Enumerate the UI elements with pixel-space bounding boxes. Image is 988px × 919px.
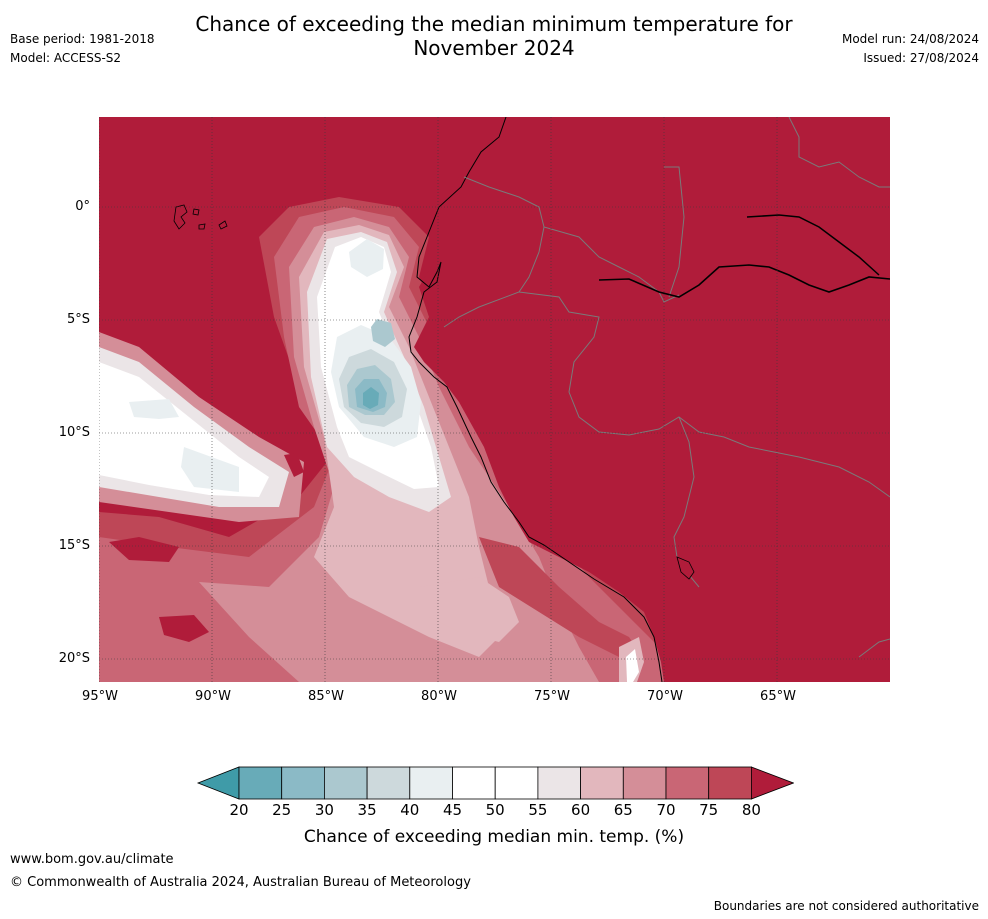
south-america-land bbox=[414, 117, 890, 682]
colour-bar-tick-label: 75 bbox=[699, 801, 719, 819]
model-name: Model: ACCESS-S2 bbox=[10, 51, 122, 65]
chile-coast-white bbox=[626, 649, 639, 682]
colour-bar-cell bbox=[452, 766, 496, 800]
colour-bar-tick-label: 25 bbox=[272, 801, 292, 819]
ocean-band-45-north bbox=[349, 239, 384, 277]
colour-bar-tick-label: 70 bbox=[656, 801, 676, 819]
lat-label-15s: 15°S bbox=[58, 538, 90, 553]
colour-bar-tick-label: 55 bbox=[528, 801, 548, 819]
colour-bar-cell bbox=[537, 766, 581, 800]
footer-note: Boundaries are not considered authoritat… bbox=[713, 899, 979, 913]
model-run: Model run: 24/08/2024 bbox=[841, 32, 979, 46]
colour-bar-arrow-low bbox=[196, 766, 240, 800]
lon-label-90w: 90°W bbox=[195, 689, 231, 704]
country-borders bbox=[443, 117, 890, 658]
colour-bar-tick-label: 35 bbox=[357, 801, 377, 819]
colour-bar bbox=[196, 766, 794, 800]
south-high-blob1 bbox=[159, 615, 209, 642]
lat-label-5s: 5°S bbox=[66, 312, 90, 327]
base-period: Base period: 1981-2018 bbox=[10, 32, 155, 46]
amazon-river bbox=[598, 264, 890, 298]
lat-label-20s: 20°S bbox=[58, 651, 90, 666]
lon-label-80w: 80°W bbox=[421, 689, 457, 704]
colour-bar-cell bbox=[281, 766, 325, 800]
colour-bar-cells bbox=[196, 766, 794, 800]
graticule bbox=[99, 117, 890, 682]
colour-bar-title: Chance of exceeding median min. temp. (%… bbox=[303, 827, 685, 847]
title-line-1: Chance of exceeding the median minimum t… bbox=[195, 12, 793, 36]
colour-bar-tick-label: 65 bbox=[613, 801, 633, 819]
meta-right: Model run: 24/08/2024 Issued: 27/08/2024 bbox=[842, 30, 979, 68]
colour-bar-tick-label: 60 bbox=[571, 801, 591, 819]
colour-bar-cell bbox=[708, 766, 752, 800]
meta-left: Base period: 1981-2018 Model: ACCESS-S2 bbox=[10, 30, 155, 68]
colour-bar-cell bbox=[409, 766, 453, 800]
issued-date: Issued: 27/08/2024 bbox=[863, 51, 979, 65]
south-60-patch bbox=[419, 577, 519, 642]
colour-bar-cell bbox=[580, 766, 624, 800]
footer-copyright: © Commonwealth of Australia 2024, Austra… bbox=[10, 875, 471, 890]
lat-label-0: 0° bbox=[75, 199, 90, 214]
title-line-2: November 2024 bbox=[413, 36, 575, 60]
lon-label-65w: 65°W bbox=[760, 689, 796, 704]
colour-bar-tick-label: 40 bbox=[400, 801, 420, 819]
south-75-patch bbox=[479, 537, 639, 657]
lon-label-75w: 75°W bbox=[534, 689, 570, 704]
colour-bar-tick-label: 80 bbox=[741, 801, 761, 819]
west-plume-45 bbox=[129, 399, 239, 492]
colour-bar-tick-label: 45 bbox=[442, 801, 463, 819]
lon-label-70w: 70°W bbox=[647, 689, 683, 704]
colour-bar-cell bbox=[494, 766, 539, 800]
colour-bar-cell bbox=[622, 766, 667, 800]
lat-label-10s: 10°S bbox=[58, 425, 90, 440]
colour-bar-tick-label: 20 bbox=[229, 801, 249, 819]
colour-bar-cell bbox=[366, 766, 411, 800]
colour-bar-cell bbox=[238, 766, 283, 800]
ocean-band-35-mid bbox=[371, 319, 395, 347]
river-north bbox=[746, 214, 880, 276]
footer-url: www.bom.gov.au/climate bbox=[10, 852, 174, 867]
lake-titicaca bbox=[676, 556, 695, 580]
colour-bar-tick-label: 30 bbox=[314, 801, 334, 819]
south-high-blob2 bbox=[109, 537, 179, 562]
ocean-band-25 bbox=[363, 387, 379, 409]
colour-bar-cell bbox=[323, 766, 368, 800]
south-high-blob3 bbox=[284, 453, 304, 477]
map-title: Chance of exceeding the median minimum t… bbox=[0, 12, 988, 60]
colour-bar-tick-label: 50 bbox=[485, 801, 505, 819]
galapagos-islands bbox=[173, 204, 228, 230]
lon-label-95w: 95°W bbox=[82, 689, 118, 704]
colour-bar-cell bbox=[665, 766, 710, 800]
lon-label-85w: 85°W bbox=[308, 689, 344, 704]
colour-bar-arrow-high bbox=[751, 766, 794, 800]
coastline bbox=[408, 117, 663, 682]
probability-map bbox=[99, 117, 890, 682]
